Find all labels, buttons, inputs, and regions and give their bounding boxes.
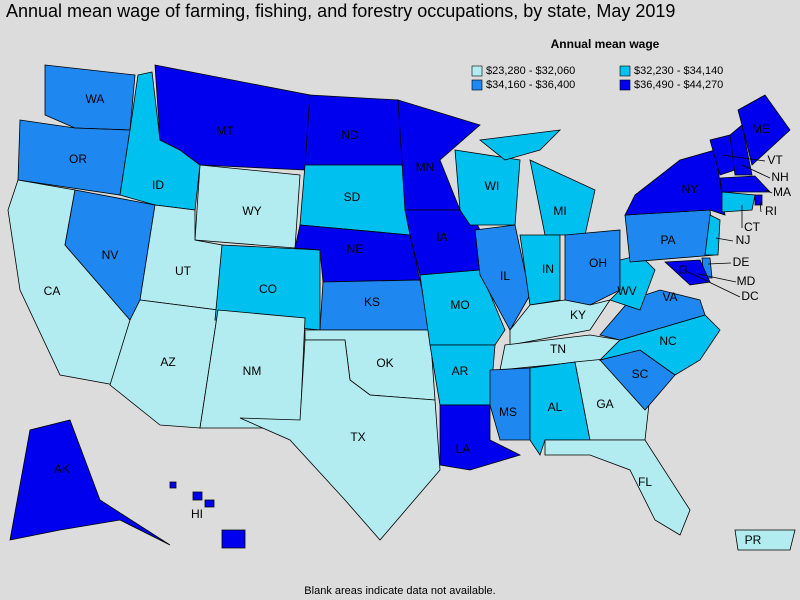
state-shape [204, 499, 215, 508]
state-label: TN [550, 342, 566, 356]
state-label: PR [745, 533, 762, 547]
state-shape [192, 491, 203, 501]
state-label: IL [500, 269, 510, 283]
legend-label: $34,160 - $36,400 [486, 79, 575, 91]
state-shape [474, 224, 531, 331]
legend-swatch [619, 65, 631, 77]
state-label: ID [152, 178, 164, 192]
state-shape [419, 269, 506, 346]
leader-line [741, 164, 771, 179]
state-label: TX [350, 430, 365, 444]
state-label: AK [54, 462, 70, 476]
state-shape [754, 194, 763, 206]
legend: $23,280 - $32,060 $32,230 - $34,140 $34,16… [471, 65, 723, 91]
state-shape [734, 529, 796, 551]
state-shape [704, 214, 721, 256]
state-label: VT [767, 153, 783, 167]
state-label: DC [741, 289, 759, 303]
state-label: OK [376, 356, 393, 370]
state-label: SD [344, 190, 361, 204]
state-label: MO [450, 298, 469, 312]
footnote: Blank areas indicate data not available. [304, 585, 495, 597]
legend-label: $36,490 - $44,270 [634, 79, 723, 91]
state-label: FL [638, 475, 652, 489]
state-label: HI [191, 507, 203, 521]
state-shape [679, 265, 687, 274]
state-label: NE [347, 242, 364, 256]
state-shape [119, 71, 201, 211]
state-label: NV [102, 248, 119, 262]
state-label: AR [452, 364, 469, 378]
state-label: WV [617, 284, 636, 298]
state-label: CT [744, 220, 761, 234]
state-label: MI [553, 204, 566, 218]
state-label: CO [259, 282, 277, 296]
state-label: SC [632, 367, 649, 381]
state-shape [239, 339, 441, 541]
state-label: ND [341, 128, 359, 142]
leader-line [759, 201, 762, 213]
state-shape [221, 529, 246, 549]
state-label: PA [660, 233, 675, 247]
leader-line [697, 273, 737, 283]
leader-line [715, 237, 734, 242]
state-label: AL [548, 400, 563, 414]
state-label: CA [44, 284, 61, 298]
state-label: GA [596, 397, 613, 411]
leader-line [721, 154, 766, 162]
state-shape [489, 367, 531, 441]
legend-swatch [471, 79, 483, 91]
state-label: VA [662, 290, 677, 304]
state-label: MT [216, 124, 234, 138]
state-label: MS [499, 405, 517, 419]
state-label: RI [765, 204, 777, 218]
state-label: NM [243, 364, 262, 378]
state-label: OH [589, 256, 607, 270]
state-shape [519, 234, 561, 306]
legend-swatch [471, 65, 483, 77]
state-shape [169, 481, 177, 489]
leader-line [707, 262, 732, 265]
state-label: AZ [160, 355, 175, 369]
state-label: WI [485, 179, 500, 193]
state-label: NH [771, 170, 788, 184]
legend-swatch [619, 79, 631, 91]
state-label: LA [456, 442, 471, 456]
map-title: Annual mean wage of farming, fishing, an… [6, 1, 675, 21]
state-labels: WA OR CA NV ID MT WY UT AZ CO NM ND SD NE KS OK TX MN IA MO… [44, 92, 791, 547]
state-label: MA [773, 185, 791, 199]
state-label: OR [69, 152, 87, 166]
state-label: DE [733, 255, 750, 269]
state-shape [479, 129, 562, 161]
state-label: WY [242, 204, 261, 218]
state-label: KS [364, 295, 380, 309]
state-label: UT [175, 264, 192, 278]
states [7, 64, 796, 551]
leader-line [683, 269, 741, 298]
state-shape [397, 99, 481, 211]
state-label: NY [682, 182, 699, 196]
legend-label: $32,230 - $34,140 [634, 65, 723, 77]
state-label: NC [659, 334, 677, 348]
state-label: KY [570, 308, 586, 322]
state-label: IA [436, 230, 447, 244]
state-shape [564, 229, 621, 306]
state-shape [737, 94, 791, 166]
state-label: MN [416, 160, 435, 174]
state-shape [9, 419, 171, 546]
legend-title: Annual mean wage [551, 37, 660, 51]
state-shape [664, 259, 711, 286]
state-label: ME [752, 122, 770, 136]
state-shape [721, 191, 756, 213]
state-label: MD [737, 274, 756, 288]
leader-line [764, 189, 773, 194]
state-label: IN [542, 262, 554, 276]
state-shape [544, 439, 691, 536]
state-label: WA [86, 92, 105, 106]
state-shape [729, 124, 753, 176]
legend-label: $23,280 - $32,060 [486, 65, 575, 77]
state-shape [624, 149, 726, 216]
state-label: NJ [736, 233, 751, 247]
